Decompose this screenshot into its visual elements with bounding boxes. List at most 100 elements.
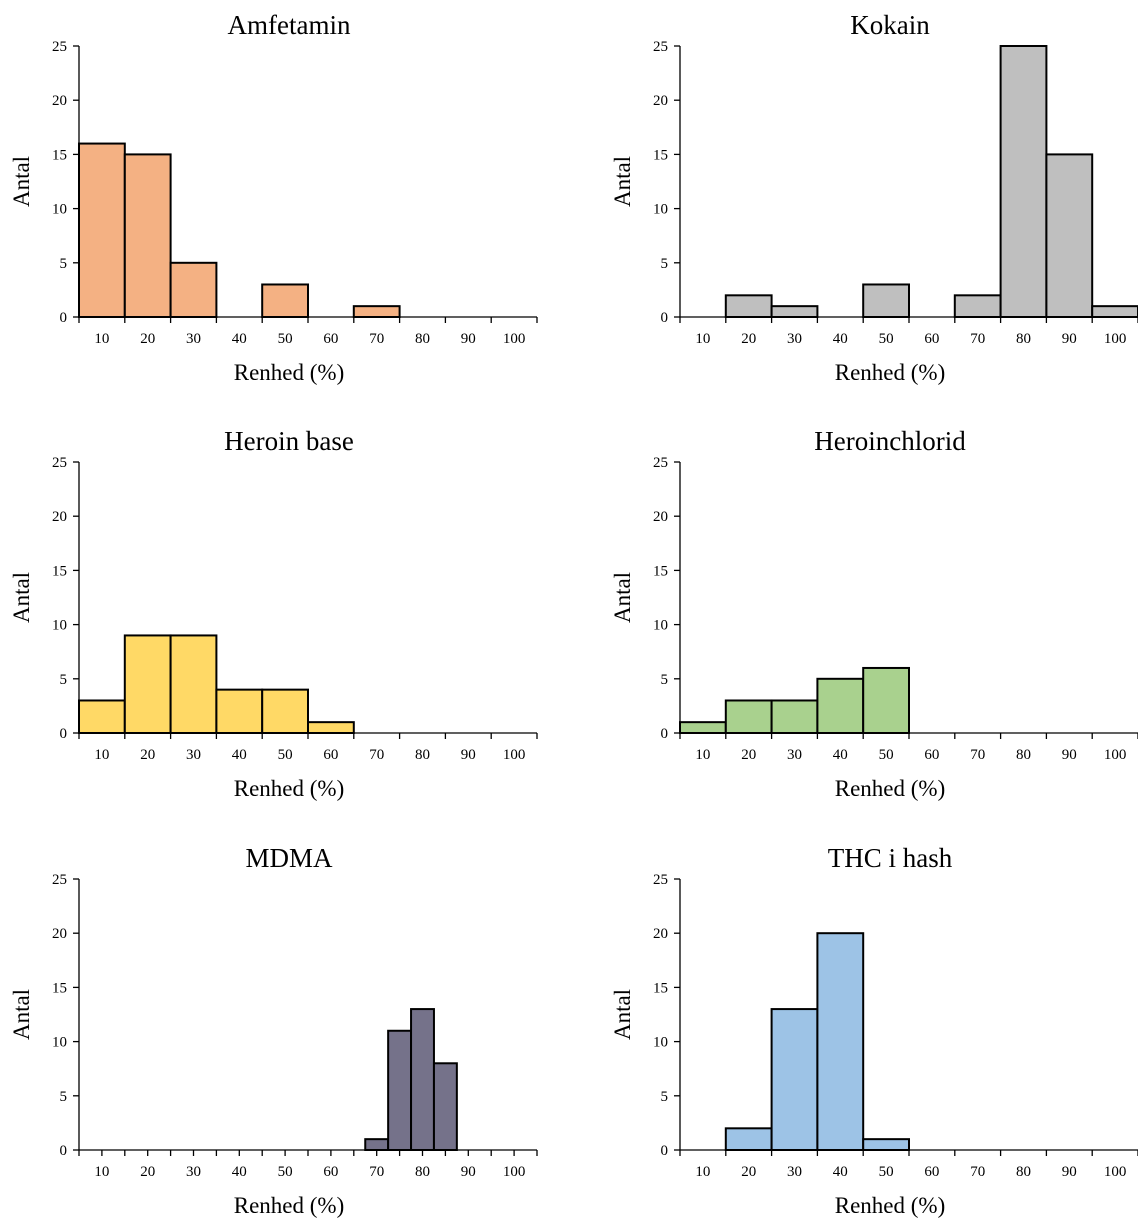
y-tick-label: 10 <box>52 202 67 218</box>
chart-panel-3: 0 5 10 15 20 25 10 20 30 40 50 60 70 80 90 100 Heroin ba… <box>9 426 538 801</box>
y-axis-label: Antal <box>9 989 34 1040</box>
y-axis-label: Antal <box>9 156 34 207</box>
histogram-bar <box>364 1138 390 1152</box>
x-tick-label: 50 <box>278 331 293 347</box>
x-tick-label: 100 <box>1104 331 1127 347</box>
x-tick-label: 10 <box>94 331 109 347</box>
histogram-bar <box>1045 153 1094 318</box>
chart-panel-5: 0 5 10 15 20 25 10 20 30 40 50 60 70 80 90 100 MDMA Renhe… <box>9 843 538 1218</box>
y-tick-label: 5 <box>60 672 68 688</box>
x-axis-label: Renhed (%) <box>835 776 946 801</box>
y-axis-label: Antal <box>610 156 635 207</box>
x-tick-label: 10 <box>695 747 710 763</box>
histogram-bar <box>352 305 401 319</box>
x-tick-label: 20 <box>741 331 756 347</box>
histogram-bar <box>770 699 819 734</box>
x-tick-label: 60 <box>924 747 939 763</box>
y-tick-label: 10 <box>653 202 668 218</box>
histogram-bar <box>724 294 773 319</box>
y-tick-label: 15 <box>653 563 668 579</box>
histogram-bar <box>215 688 264 735</box>
histogram-bar <box>999 45 1048 318</box>
x-tick-label: 50 <box>278 1164 293 1180</box>
y-tick-label: 25 <box>52 39 67 55</box>
histogram-bar <box>261 283 310 319</box>
x-axis-label: Renhed (%) <box>234 360 345 385</box>
histogram-bar <box>770 1008 819 1152</box>
x-tick-label: 10 <box>94 747 109 763</box>
x-tick-label: 80 <box>415 1164 430 1180</box>
chart-panel-2: 0 5 10 15 20 25 10 20 30 40 50 60 70 80 90 100 Kokain Ren… <box>610 10 1138 385</box>
y-tick-label: 20 <box>653 509 668 525</box>
x-tick-label: 100 <box>503 747 526 763</box>
histogram-bar <box>679 721 727 734</box>
y-tick-label: 0 <box>661 310 669 326</box>
x-axis-label: Renhed (%) <box>835 1193 946 1218</box>
histogram-bar <box>169 261 218 318</box>
x-tick-label: 40 <box>833 1164 848 1180</box>
y-tick-label: 20 <box>52 926 67 942</box>
y-tick-label: 0 <box>60 310 68 326</box>
x-axis-label: Renhed (%) <box>234 776 345 801</box>
x-tick-label: 30 <box>787 1164 802 1180</box>
x-tick-label: 20 <box>140 1164 155 1180</box>
histogram-bar <box>816 677 865 734</box>
y-axis-label: Antal <box>610 572 635 623</box>
x-tick-label: 100 <box>1104 747 1127 763</box>
x-tick-label: 20 <box>741 1164 756 1180</box>
histogram-bar <box>78 699 126 734</box>
y-tick-label: 25 <box>653 39 668 55</box>
x-tick-label: 30 <box>787 331 802 347</box>
x-tick-label: 10 <box>695 1164 710 1180</box>
x-tick-label: 50 <box>879 747 894 763</box>
y-tick-label: 0 <box>60 1143 68 1159</box>
x-tick-label: 100 <box>503 331 526 347</box>
y-tick-label: 15 <box>52 563 67 579</box>
x-tick-label: 90 <box>1062 747 1077 763</box>
y-tick-label: 20 <box>52 509 67 525</box>
y-tick-label: 10 <box>653 1035 668 1051</box>
x-tick-label: 50 <box>278 747 293 763</box>
y-tick-label: 25 <box>653 455 668 471</box>
y-tick-label: 10 <box>52 1035 67 1051</box>
x-tick-label: 70 <box>970 331 985 347</box>
y-tick-label: 15 <box>653 147 668 163</box>
chart-title: Heroin base <box>224 426 354 456</box>
x-tick-label: 40 <box>232 331 247 347</box>
histogram-bar <box>953 294 1002 319</box>
x-tick-label: 60 <box>924 331 939 347</box>
x-tick-label: 60 <box>924 1164 939 1180</box>
x-tick-label: 40 <box>232 1164 247 1180</box>
y-tick-label: 5 <box>661 256 669 272</box>
x-tick-label: 40 <box>833 747 848 763</box>
x-tick-label: 70 <box>369 747 384 763</box>
y-tick-label: 25 <box>52 872 67 888</box>
y-tick-label: 15 <box>52 147 67 163</box>
x-tick-label: 30 <box>186 747 201 763</box>
x-tick-label: 10 <box>695 331 710 347</box>
histogram-bar <box>862 1138 911 1152</box>
histogram-bar <box>123 634 172 734</box>
x-tick-label: 40 <box>232 747 247 763</box>
x-tick-label: 100 <box>1104 1164 1127 1180</box>
y-tick-label: 20 <box>52 93 67 109</box>
x-tick-label: 100 <box>503 1164 526 1180</box>
x-tick-label: 90 <box>461 747 476 763</box>
x-tick-label: 70 <box>970 1164 985 1180</box>
x-tick-label: 80 <box>1016 1164 1031 1180</box>
chart-panel-4: 0 5 10 15 20 25 10 20 30 40 50 60 70 80 90 100 Heroinchl… <box>610 426 1138 801</box>
chart-panel-1: 0 5 10 15 20 25 10 20 30 40 50 60 70 80 90 100 Amfetamin… <box>9 10 538 385</box>
y-tick-label: 0 <box>60 726 68 742</box>
x-tick-label: 30 <box>787 747 802 763</box>
x-tick-label: 80 <box>415 747 430 763</box>
x-tick-label: 20 <box>140 747 155 763</box>
x-axis-label: Renhed (%) <box>835 360 946 385</box>
x-tick-label: 50 <box>879 1164 894 1180</box>
y-tick-label: 15 <box>653 980 668 996</box>
x-tick-label: 80 <box>1016 331 1031 347</box>
y-tick-label: 10 <box>653 618 668 634</box>
histogram-bar <box>169 634 218 734</box>
y-tick-label: 10 <box>52 618 67 634</box>
y-tick-label: 5 <box>661 1089 669 1105</box>
